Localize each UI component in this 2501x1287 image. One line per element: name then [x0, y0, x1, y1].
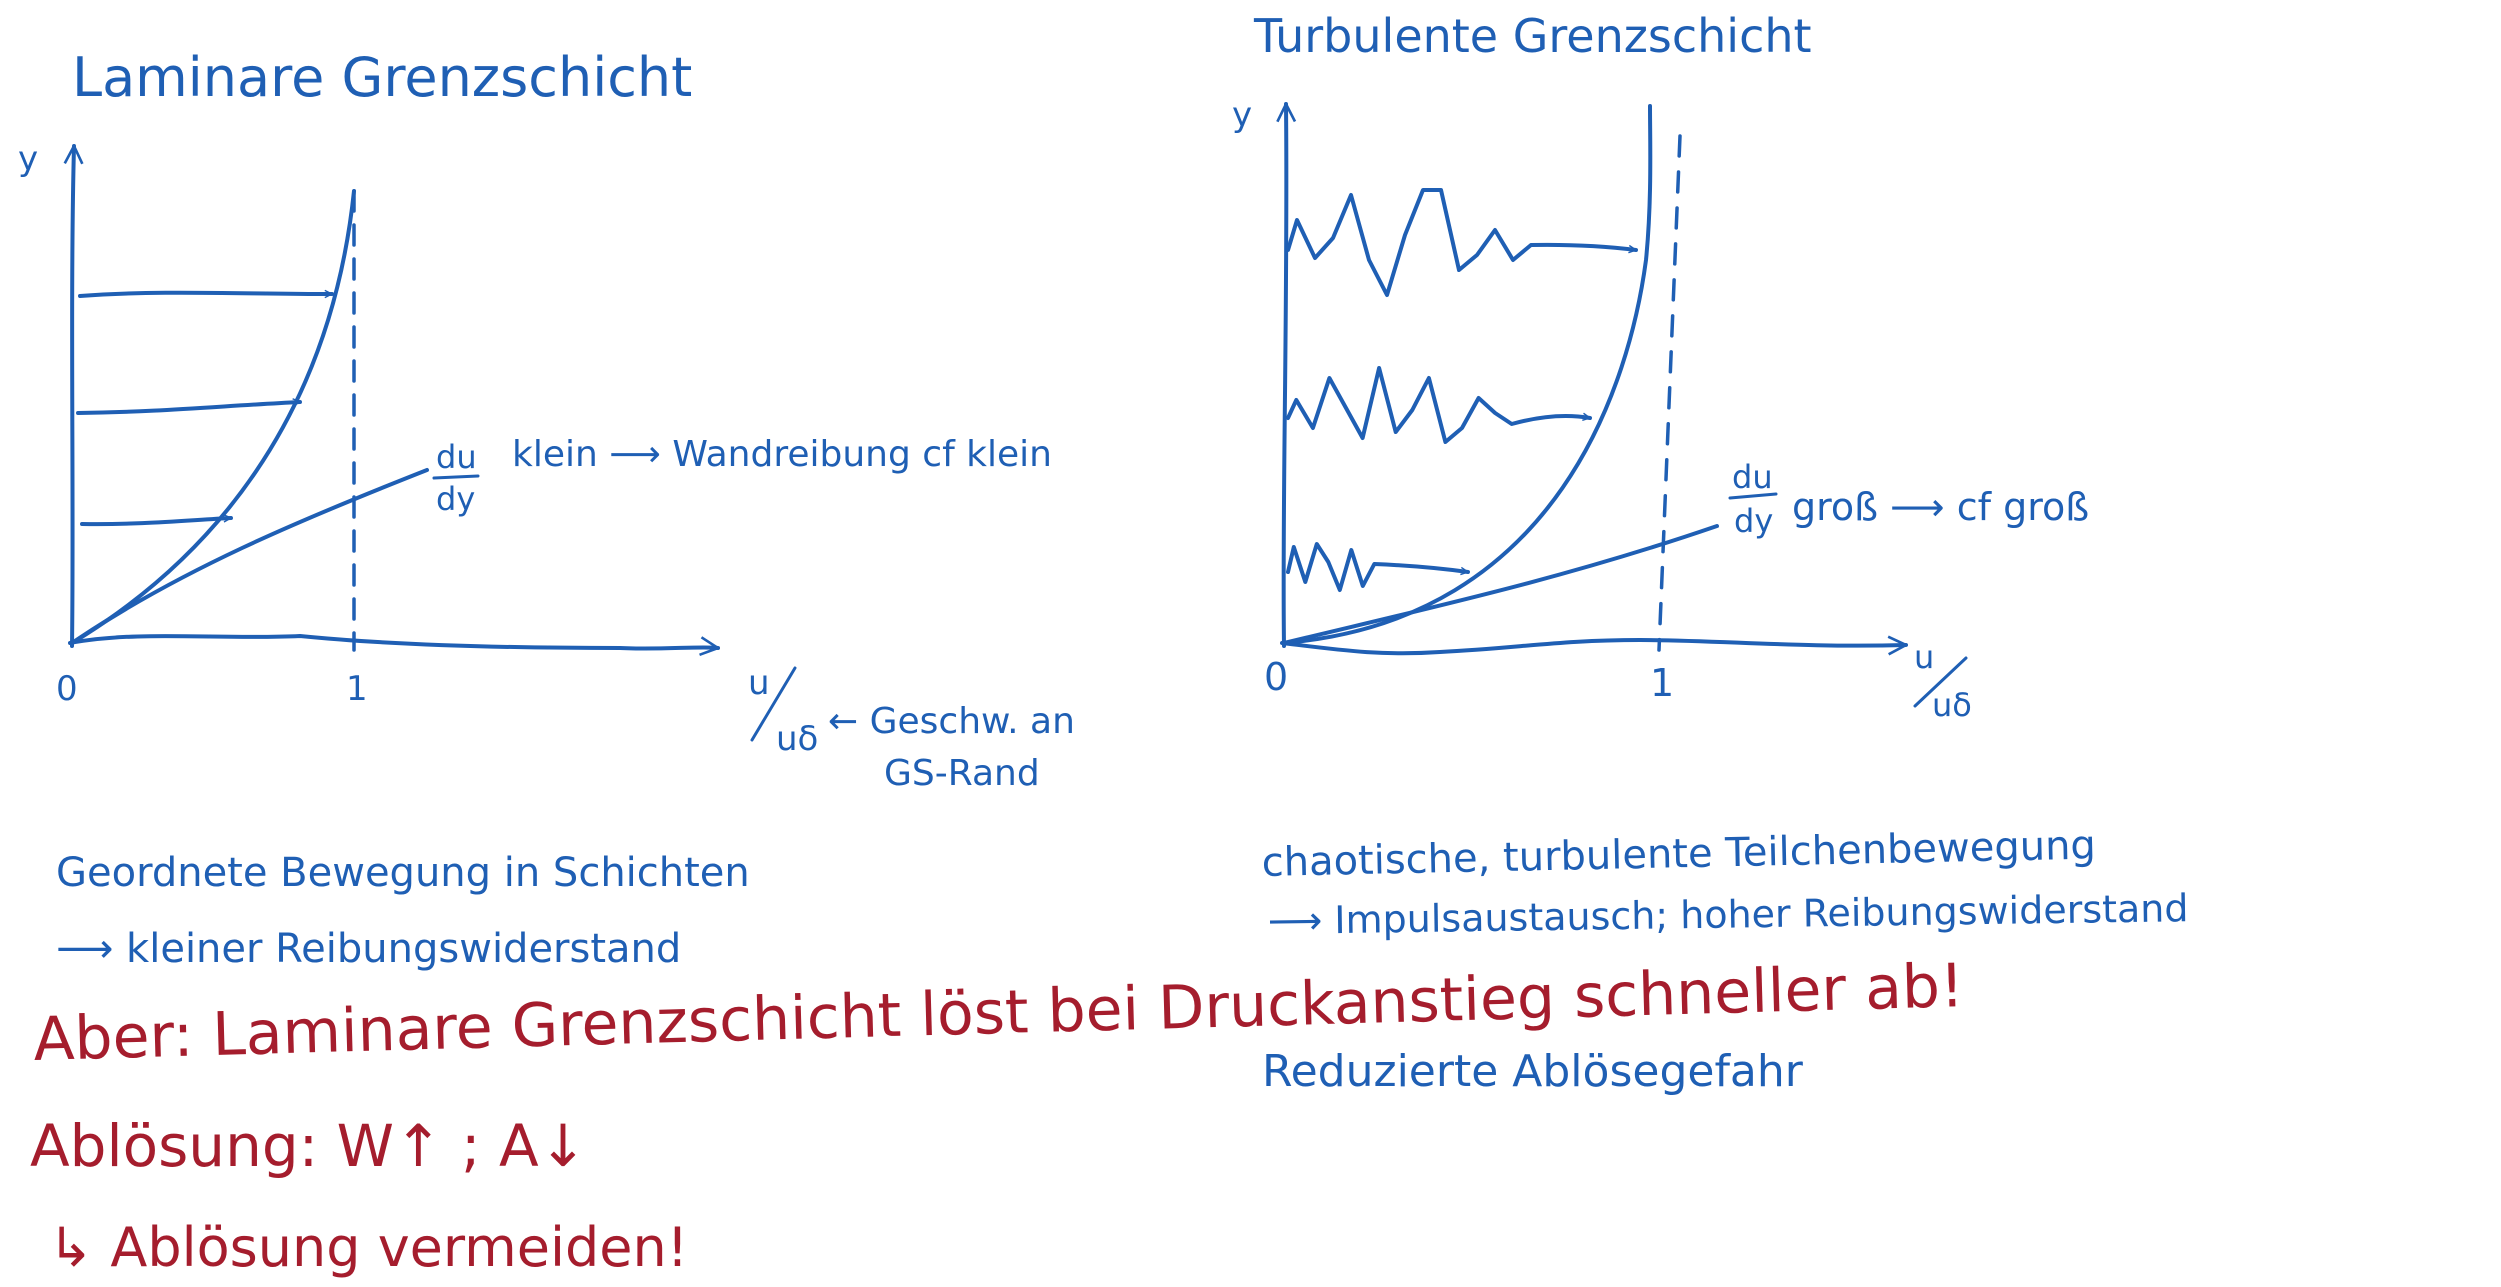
turbulent-gradient-denominator: dy	[1734, 502, 1773, 540]
laminar-description-2: ⟶ kleiner Reibungswiderstand	[56, 926, 681, 972]
fraction-bar	[432, 474, 480, 480]
laminar-velocity-arrow	[76, 402, 302, 415]
laminar-edge-note-1: ← Geschw. an	[828, 701, 1075, 742]
laminar-edge-note-2: GS-Rand	[884, 753, 1040, 794]
turbulent-diagram: Turbulente Grenzschicht y 0 1 du dy groß…	[1232, 9, 2089, 724]
turbulent-velocity-profile	[1282, 104, 1653, 645]
laminar-velocity-arrow	[78, 293, 334, 296]
laminar-wall-gradient-line	[70, 468, 429, 645]
laminar-diagram: Laminare Grenzschicht y 0 1 du dy klein …	[18, 46, 1075, 794]
laminar-velocity-arrow	[80, 518, 233, 527]
laminar-velocity-profile	[70, 189, 356, 645]
separation-note: Ablösung: W↑ ; A↓	[30, 1112, 587, 1180]
laminar-tick-0: 0	[56, 669, 78, 709]
turbulent-y-label: y	[1232, 95, 1252, 135]
turbulent-description-1: chaotische, turbulente Teilchenbewegung	[1261, 823, 2096, 886]
turbulent-tick-1: 1	[1650, 661, 1674, 705]
laminar-x-label-denominator: uδ	[776, 719, 818, 759]
turbulent-x-axis	[1280, 640, 1906, 653]
turbulent-wall-gradient-line	[1282, 524, 1719, 645]
fraction-slash	[1913, 656, 1968, 708]
turbulent-title: Turbulente Grenzschicht	[1253, 9, 1812, 63]
turbulent-fluctuating-arrow	[1286, 188, 1638, 297]
laminar-description-1: Geordnete Bewegung in Schichten	[56, 850, 750, 896]
turbulent-description-2: ⟶ Impulsaustausch; hoher Reibungswiderst…	[1268, 886, 2189, 943]
laminar-x-label-numerator: u	[748, 663, 770, 703]
turbulent-tick-0: 0	[1264, 655, 1288, 699]
turbulent-fluctuating-arrow	[1286, 366, 1592, 444]
consequence-note: ↳ Ablösung vermeiden!	[48, 1216, 688, 1279]
turbulent-gradient-note: groß ⟶ cf groß	[1792, 485, 2089, 529]
laminar-gradient-denominator: dy	[436, 480, 475, 518]
turbulent-description-3: Reduzierte Ablösegefahr	[1262, 1046, 1804, 1097]
turbulent-fluctuating-arrow	[1286, 542, 1470, 592]
laminar-title: Laminare Grenzschicht	[72, 46, 692, 109]
laminar-y-axis	[72, 146, 74, 648]
turbulent-y-axis	[1284, 104, 1287, 648]
laminar-y-label: y	[18, 139, 38, 179]
turbulent-gradient-numerator: du	[1732, 458, 1773, 496]
laminar-gradient-numerator: du	[436, 438, 477, 476]
turbulent-x-label-denominator: uδ	[1932, 686, 1972, 724]
laminar-gradient-note: klein ⟶ Wandreibung cf klein	[512, 434, 1052, 475]
laminar-x-axis	[68, 634, 718, 649]
laminar-tick-1: 1	[346, 669, 368, 709]
fraction-bar	[1728, 492, 1778, 500]
notes: Geordnete Bewegung in Schichten ⟶ kleine…	[30, 823, 2189, 1279]
turbulent-x-label-numerator: u	[1914, 638, 1934, 676]
turbulent-edge-dashed-line	[1657, 134, 1682, 652]
fraction-slash	[750, 666, 797, 742]
